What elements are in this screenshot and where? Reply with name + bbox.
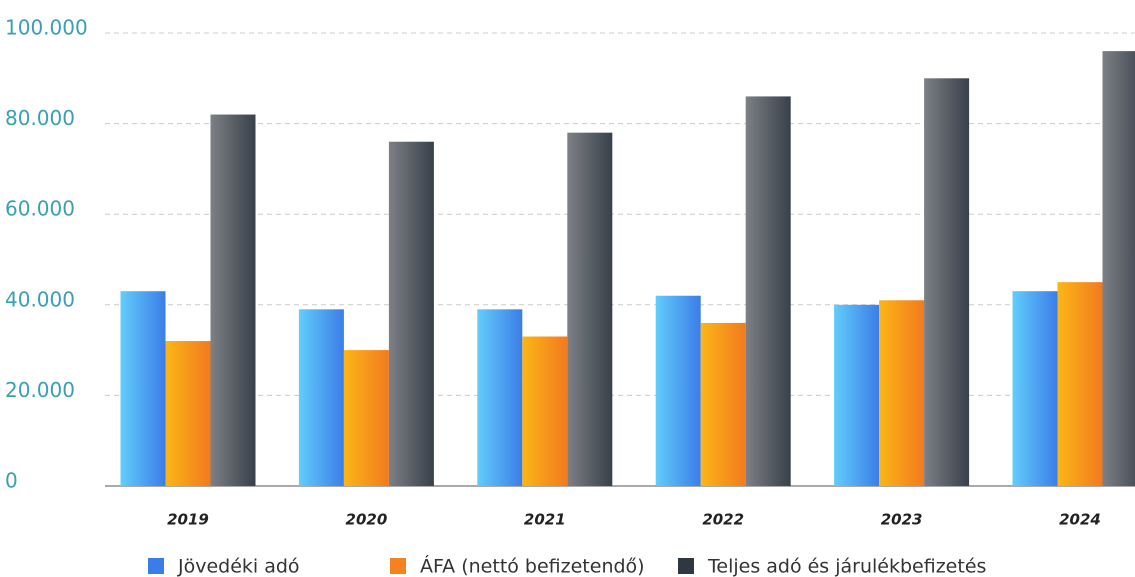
bar — [120, 291, 166, 486]
bar — [388, 141, 434, 486]
bar — [298, 309, 344, 486]
legend-swatch — [390, 558, 406, 574]
x-tick-label: 2024 — [1059, 511, 1101, 529]
y-tick-label: 80.000 — [5, 106, 75, 130]
legend-label: ÁFA (nettó befizetendő) — [420, 555, 645, 577]
bar — [567, 132, 613, 486]
y-tick-label: 0 — [5, 469, 18, 493]
bar — [522, 336, 568, 486]
y-tick-label: 20.000 — [5, 378, 75, 402]
bar — [1012, 291, 1058, 486]
bar — [477, 309, 523, 486]
bar — [700, 322, 746, 486]
legend-swatch — [148, 558, 164, 574]
legend-swatch — [678, 558, 694, 574]
x-tick-label: 2021 — [524, 511, 566, 529]
x-tick-label: 2019 — [167, 511, 209, 529]
x-tick-label: 2023 — [881, 511, 923, 529]
y-tick-label: 60.000 — [5, 197, 75, 221]
x-tick-label: 2020 — [346, 511, 388, 529]
bar — [924, 78, 970, 487]
bar — [879, 300, 925, 486]
bar — [1057, 282, 1103, 486]
legend-label: Jövedéki adó — [177, 556, 300, 577]
bar — [210, 114, 256, 486]
bar — [745, 96, 791, 487]
legend-label: Teljes adó és járulékbefizetés — [707, 556, 986, 577]
bar — [165, 341, 211, 486]
y-tick-label: 40.000 — [5, 287, 75, 311]
y-tick-label: 100.000 — [5, 16, 88, 40]
bar — [655, 295, 701, 486]
bar — [1102, 51, 1135, 487]
x-tick-label: 2022 — [702, 511, 744, 529]
bar — [834, 304, 880, 486]
bar — [343, 350, 389, 486]
